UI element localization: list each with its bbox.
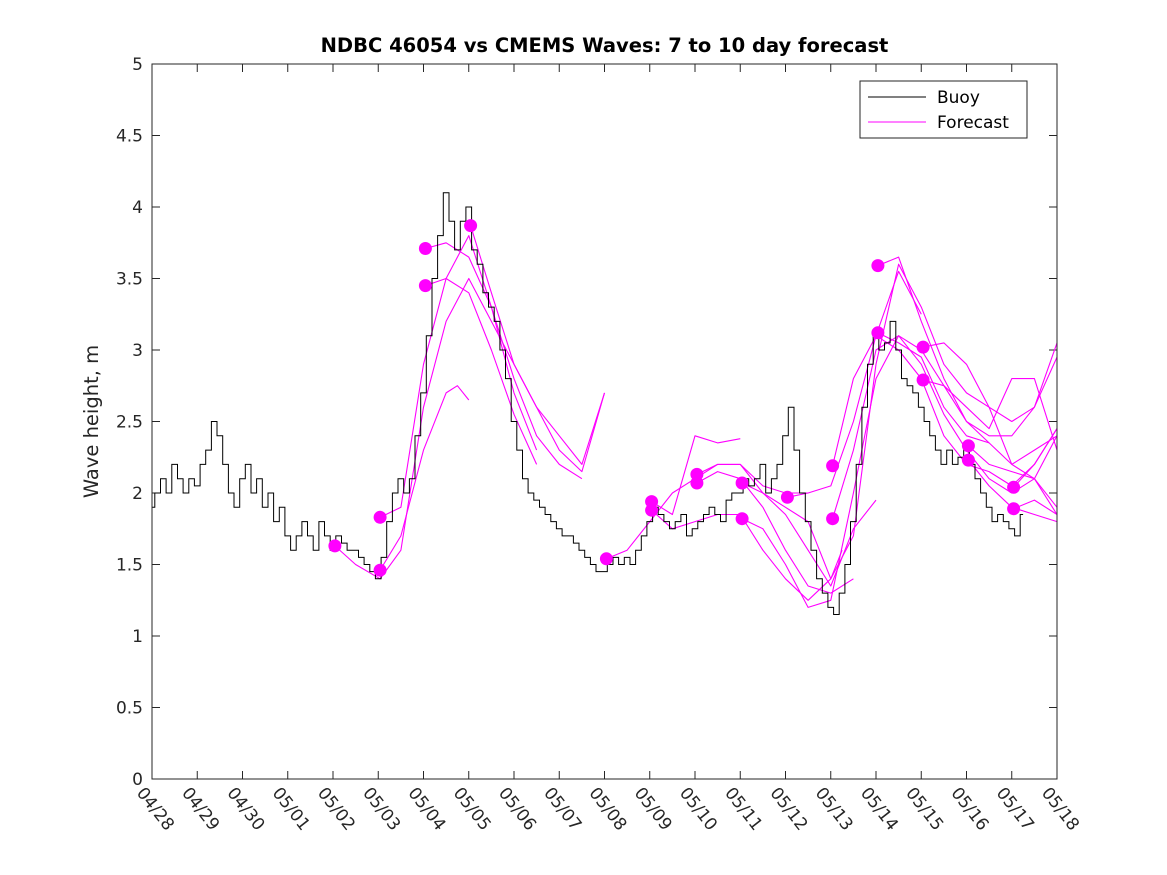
forecast-start-marker [871,259,885,273]
y-tick-label: 5 [132,55,143,75]
forecast-start-marker [826,459,840,473]
y-tick-label: 0 [132,770,143,790]
forecast-run-line [651,435,741,516]
plot-frame [151,63,1058,780]
forecast-start-marker [645,503,659,517]
forecast-run-line [696,463,877,587]
forecast-start-marker [1007,480,1021,494]
forecast-run-line [379,235,583,518]
forecast-run-line [741,263,1058,580]
forecast-start-marker [735,476,749,490]
forecast-start-marker [1007,502,1021,516]
y-tick-label: 3.5 [116,270,143,290]
forecast-run-line [922,378,1058,451]
forecast-run-line [606,463,809,560]
y-tick-label: 2 [132,484,143,504]
y-axis-label: Wave height, m [80,345,103,498]
forecast-start-marker [916,373,930,387]
forecast-run-line [877,256,1058,480]
forecast-run-line [696,471,854,594]
forecast-run-line [968,445,1058,508]
forecast-run-line [1013,499,1058,515]
y-tick-label: 3 [132,341,143,361]
forecast-start-marker [328,539,342,553]
forecast-start-marker [373,510,387,524]
legend: Buoy Forecast [859,80,1028,139]
forecast-start-marker [464,219,478,233]
forecast-run-line [832,335,1058,487]
forecast-run-line [470,225,606,465]
forecast-run-line [425,277,538,465]
legend-label-buoy: Buoy [937,88,980,108]
legend-box [859,80,1028,139]
data-layer [152,192,1058,615]
forecast-run-line [379,385,470,571]
forecast-run-line [787,270,922,498]
forecast-run-line [922,342,1058,465]
forecast-start-marker [961,439,975,453]
y-tick-label: 1 [132,627,143,647]
y-tick-label: 4 [132,198,143,218]
y-tick-label: 0.5 [116,699,143,719]
y-tick-label: 1.5 [116,556,143,576]
forecast-start-marker [418,279,432,293]
forecast-start-marker [373,563,387,577]
forecast-start-marker [418,242,432,255]
forecast-start-marker [780,490,794,504]
forecast-start-marker [916,340,930,354]
legend-label-forecast: Forecast [937,113,1009,133]
y-tick-label: 4.5 [116,127,143,147]
y-tick-label: 2.5 [116,413,143,433]
chart-title: NDBC 46054 vs CMEMS Waves: 7 to 10 day f… [321,34,889,57]
forecast-start-marker [871,326,885,340]
buoy-line [152,192,1024,615]
forecast-start-marker [961,453,975,467]
forecast-start-marker [599,552,613,566]
forecast-start-marker [826,512,840,526]
forecast-run-line [425,242,538,451]
forecast-start-marker [735,512,749,526]
forecast-start-marker [690,476,704,490]
forecast-run-line [1013,428,1058,488]
plot-area [152,64,1057,779]
